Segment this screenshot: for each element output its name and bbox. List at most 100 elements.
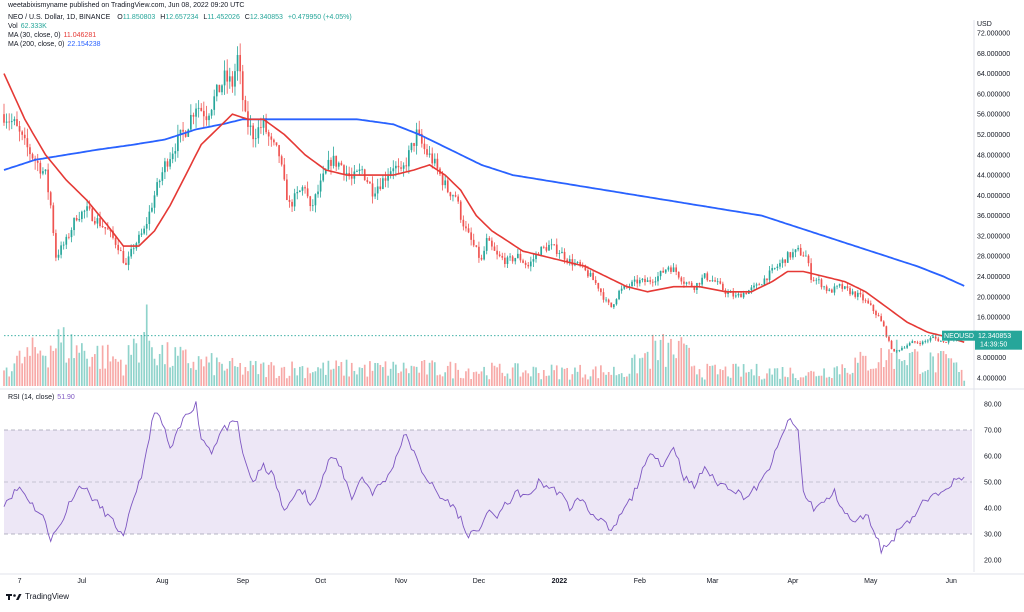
candle-body <box>693 286 696 290</box>
volume-bar <box>942 351 945 386</box>
volume-bar <box>843 368 846 386</box>
candle-body <box>898 350 901 352</box>
candle-body <box>672 267 675 272</box>
candle-body <box>742 292 745 298</box>
volume-bar <box>244 367 247 386</box>
volume-bar <box>366 376 369 386</box>
volume-bar <box>898 359 901 386</box>
volume-bar <box>96 345 99 386</box>
volume-bar <box>343 375 345 386</box>
volume-bar <box>104 368 107 386</box>
candle-body <box>202 110 205 117</box>
candle-body <box>369 182 371 184</box>
candle-body <box>244 100 247 112</box>
volume-bar <box>483 366 485 386</box>
ma200-line <box>3 118 965 287</box>
candle-body <box>825 286 828 291</box>
candle-body <box>319 180 322 192</box>
candle-body <box>384 178 387 181</box>
candle-body <box>906 345 908 348</box>
candle-body <box>628 286 631 287</box>
volume-bar <box>140 335 143 386</box>
candle-body <box>166 161 169 167</box>
volume-bar <box>99 368 101 386</box>
volume-bar <box>636 373 639 386</box>
candle-body <box>755 284 758 286</box>
volume-bar <box>890 352 893 386</box>
candle-body <box>55 233 57 258</box>
volume-bar <box>664 366 667 386</box>
volume-bar <box>605 374 607 386</box>
volume-bar <box>239 362 242 386</box>
volume-bar <box>828 376 831 386</box>
price-badge-bg <box>975 330 1022 350</box>
candle-body <box>75 217 78 221</box>
volume-bar <box>506 373 509 386</box>
volume-bar <box>602 372 605 386</box>
price-tick-label: 36.000000 <box>977 213 1010 220</box>
time-tick-label: Feb <box>634 578 646 585</box>
volume-bar <box>306 367 309 386</box>
candle-body <box>91 208 94 222</box>
candle-body <box>335 155 338 167</box>
volume-bar <box>408 373 410 386</box>
volume-bar <box>361 367 363 386</box>
volume-bar <box>545 375 548 386</box>
volume-bar <box>446 365 449 386</box>
price-badge: NEOUSD 12.340853 14:39:50 <box>942 330 1022 350</box>
candle-body <box>646 280 649 283</box>
candle-body <box>433 158 436 164</box>
volume-bar <box>773 368 776 386</box>
volume-bar <box>504 376 506 386</box>
candle-body <box>802 255 805 257</box>
candle-body <box>550 244 553 246</box>
volume-bar <box>581 377 584 386</box>
candle-body <box>491 240 493 247</box>
candle-body <box>940 341 942 342</box>
legend-close: 12.340853 <box>249 14 283 21</box>
volume-bar <box>449 361 452 386</box>
candle-body <box>677 271 680 278</box>
volume-bar <box>49 345 52 386</box>
candle-body <box>462 219 465 227</box>
candle-body <box>389 171 392 176</box>
price-tick-label: 28.000000 <box>977 254 1010 261</box>
time-axis: 7 Jul Aug Sep Oct Nov Dec 2022 Feb Mar Apr May Jun <box>18 578 957 585</box>
volume-bar <box>3 370 5 386</box>
price-badge-symbol: NEOUSD <box>944 333 974 340</box>
candle-body <box>867 300 870 304</box>
legend-vol-label: Vol <box>8 23 18 30</box>
volume-bar <box>47 367 49 386</box>
volume-bar <box>39 350 42 386</box>
legend-ma200-value: 22.154238 <box>67 41 101 48</box>
candle-body <box>299 190 301 192</box>
volume-bar <box>413 366 415 386</box>
volume-bar <box>649 368 652 386</box>
volume-bar <box>784 376 786 386</box>
candle-body <box>81 211 83 220</box>
candle-body <box>823 286 825 288</box>
candle-body <box>93 221 96 224</box>
candle-body <box>919 342 921 345</box>
candle-body <box>607 299 610 303</box>
volume-bar <box>792 373 794 386</box>
volume-bar <box>623 376 626 386</box>
volume-bar <box>838 374 841 386</box>
volume-bar <box>171 365 174 386</box>
candle-body <box>101 226 104 228</box>
volume-bar <box>747 371 750 386</box>
volume-bar <box>174 347 177 386</box>
candle-body <box>838 284 841 286</box>
candle-body <box>327 159 330 170</box>
volume-bar <box>911 351 914 386</box>
candle-body <box>293 193 296 207</box>
candle-body <box>200 107 203 111</box>
candle-body <box>605 299 607 301</box>
candle-body <box>680 277 683 282</box>
candle-body <box>947 339 950 343</box>
candles <box>3 43 966 354</box>
candle-body <box>740 293 742 298</box>
volume-bar <box>771 374 774 386</box>
candle-body <box>908 343 911 346</box>
